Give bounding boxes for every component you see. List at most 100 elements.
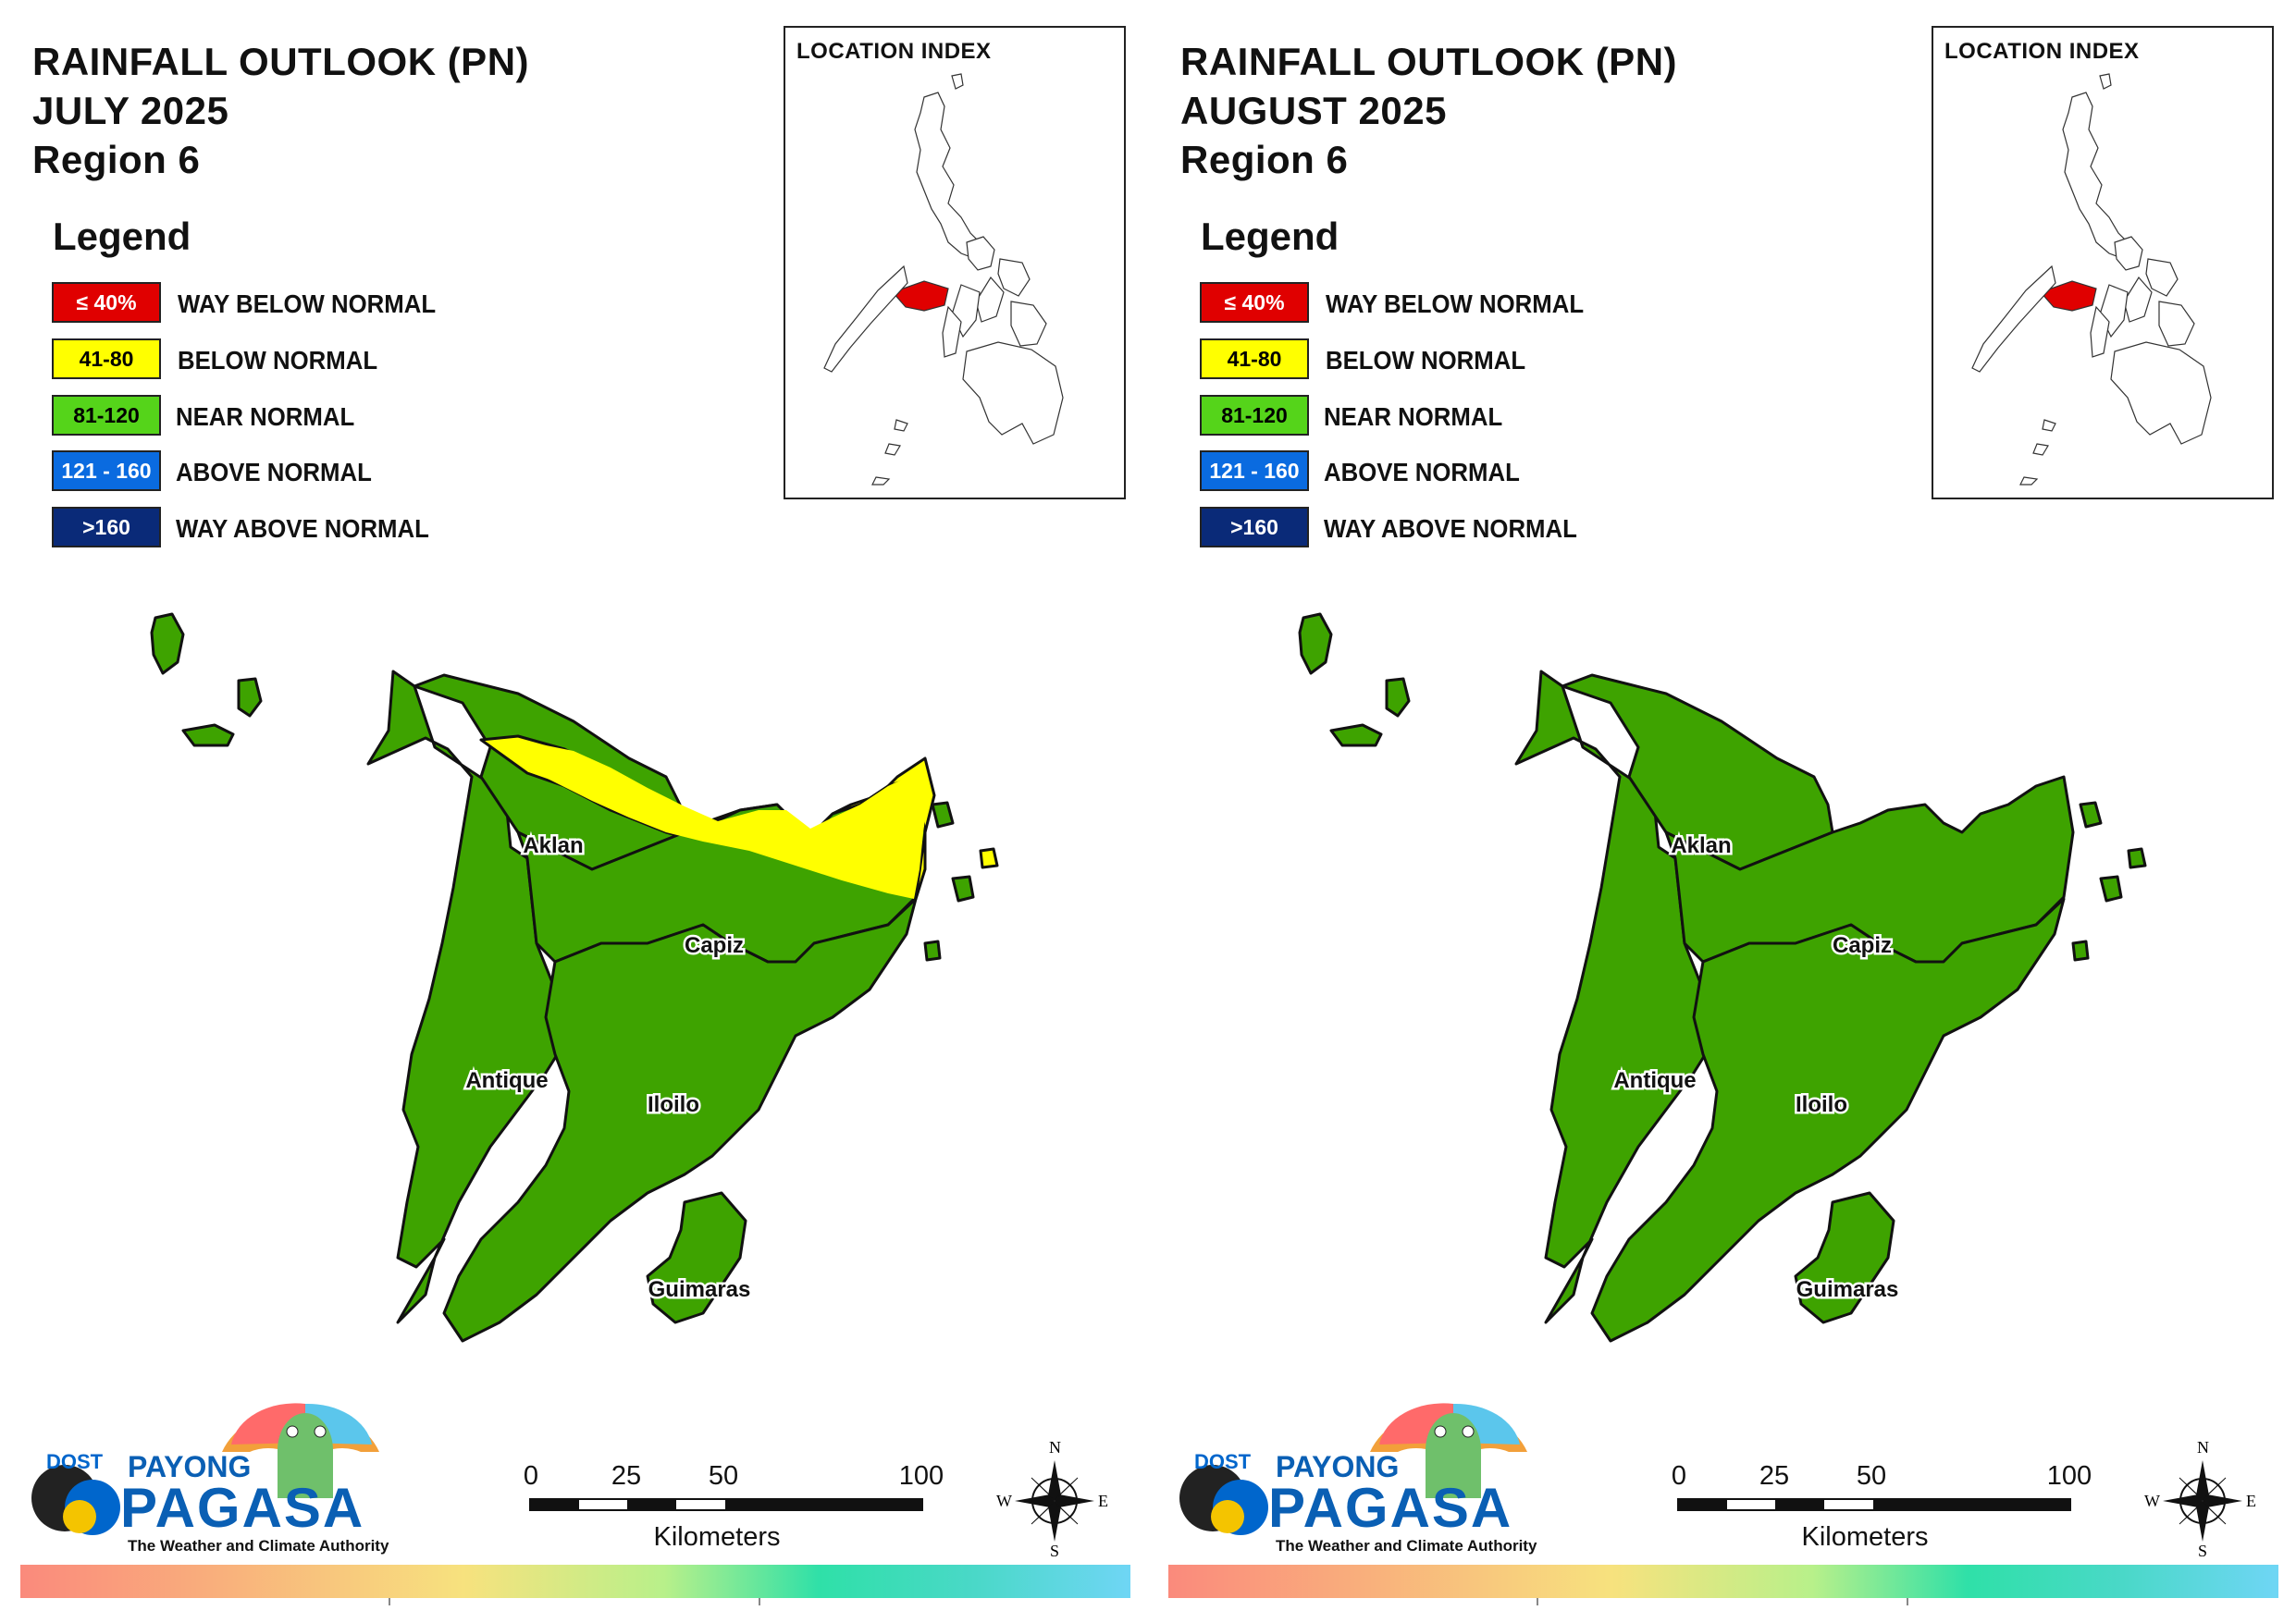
label-iloilo: Iloilo — [1796, 1092, 1847, 1117]
scale-bar: 0 25 50 100 Kilometers — [1666, 1461, 2092, 1572]
strip-tick — [389, 1598, 390, 1605]
payong-pagasa-logo: DOST PAYONG PAGASA The Weather and Clima… — [28, 1387, 398, 1563]
inset-title: LOCATION INDEX — [796, 39, 992, 64]
region6-map: Aklan Capiz Antique Iloilo Guimaras — [1298, 612, 2147, 1343]
legend-item-near: 81-120 NEAR NORMAL — [52, 395, 459, 439]
island-north-2 — [237, 677, 263, 718]
label-aklan: Aklan — [1671, 833, 1731, 858]
map-title: RAINFALL OUTLOOK (PN) AUGUST 2025 Region… — [1180, 37, 1677, 184]
scale-tick-label: 50 — [1856, 1461, 1887, 1491]
island-east-3 — [2127, 847, 2147, 869]
legend-label: WAY ABOVE NORMAL — [176, 514, 429, 543]
decorative-gradient-strip — [1168, 1565, 2278, 1598]
island-east-3 — [979, 847, 999, 869]
legend-item-way-below: ≤ 40% WAY BELOW NORMAL — [1200, 282, 1607, 326]
title-region: Region 6 — [32, 138, 201, 181]
brand-dost: DOST — [46, 1450, 104, 1473]
legend-item-way-above: >160 WAY ABOVE NORMAL — [1200, 507, 1607, 551]
label-guimaras: Guimaras — [648, 1277, 751, 1302]
scale-tick-label: 100 — [898, 1461, 944, 1491]
province-iloilo — [442, 897, 918, 1343]
outlook-panel-july: RAINFALL OUTLOOK (PN) JULY 2025 Region 6… — [20, 26, 1130, 1605]
compass-e: E — [1098, 1492, 1108, 1510]
legend-swatch: ≤ 40% — [1200, 282, 1309, 323]
title-month: JULY 2025 — [32, 89, 229, 132]
legend-item-above: 121 - 160 ABOVE NORMAL — [1200, 450, 1607, 495]
umbrella-icon — [31, 1403, 379, 1535]
location-index-inset: LOCATION INDEX — [1932, 26, 2274, 499]
island-east-2 — [931, 801, 955, 829]
scale-bar-graphic — [529, 1498, 923, 1511]
legend-swatch: 81-120 — [52, 395, 161, 436]
decorative-gradient-strip — [20, 1565, 1130, 1598]
scale-tick-label: 25 — [1759, 1461, 1790, 1491]
label-antique: Antique — [465, 1068, 548, 1093]
compass-rose-icon — [1015, 1460, 1094, 1542]
label-aklan: Aklan — [523, 833, 583, 858]
island-east-4 — [923, 940, 942, 962]
label-iloilo: Iloilo — [648, 1092, 699, 1117]
brand-tagline: The Weather and Climate Authority — [1276, 1537, 1537, 1555]
label-guimaras: Guimaras — [1796, 1277, 1899, 1302]
compass-w: W — [2144, 1492, 2160, 1510]
legend-swatch: 81-120 — [1200, 395, 1309, 436]
legend-swatch: ≤ 40% — [52, 282, 161, 323]
scale-bar-graphic — [1677, 1498, 2071, 1511]
strip-tick — [1907, 1598, 1908, 1605]
philippines-outline — [1971, 73, 2212, 486]
north-arrow: N S E W — [2142, 1438, 2263, 1560]
scale-tick-label: 50 — [708, 1461, 739, 1491]
payong-pagasa-logo: DOST PAYONG PAGASA The Weather and Clima… — [1176, 1387, 1546, 1563]
label-capiz: Capiz — [1833, 933, 1892, 958]
brand-dost: DOST — [1194, 1450, 1252, 1473]
outlook-panel-august: RAINFALL OUTLOOK (PN) AUGUST 2025 Region… — [1148, 0, 2296, 1623]
brand-pagasa: PAGASA — [120, 1477, 365, 1539]
legend-label: WAY BELOW NORMAL — [178, 289, 437, 318]
island-north-2 — [1385, 677, 1411, 718]
brand-payong: PAYONG — [128, 1450, 252, 1483]
title-region: Region 6 — [1180, 138, 1349, 181]
province-guimaras — [1794, 1191, 1895, 1324]
umbrella-icon — [1179, 1403, 1527, 1535]
compass-e: E — [2246, 1492, 2256, 1510]
province-aklan — [1561, 673, 1834, 871]
scale-unit: Kilometers — [653, 1522, 781, 1552]
brand-pagasa: PAGASA — [1268, 1477, 1513, 1539]
scale-tick-label: 0 — [1671, 1461, 1687, 1491]
brand-payong: PAYONG — [1276, 1450, 1400, 1483]
label-antique: Antique — [1613, 1068, 1696, 1093]
legend-item-below: 41-80 BELOW NORMAL — [1200, 338, 1607, 383]
scale-unit: Kilometers — [1801, 1522, 1929, 1552]
strip-tick — [759, 1598, 760, 1605]
scale-tick-label: 25 — [611, 1461, 642, 1491]
philippines-outline — [823, 73, 1064, 486]
legend-swatch: 41-80 — [1200, 338, 1309, 379]
title-product: RAINFALL OUTLOOK (PN) — [1180, 40, 1678, 83]
island-north-1 — [1298, 612, 1333, 675]
scale-tick-label: 100 — [2046, 1461, 2092, 1491]
scale-bar: 0 25 50 100 Kilometers — [518, 1461, 944, 1572]
island-east-1 — [2099, 875, 2123, 903]
compass-n: N — [2197, 1438, 2209, 1457]
strip-tick — [1537, 1598, 1538, 1605]
legend-swatch: >160 — [52, 507, 161, 547]
legend-item-way-above: >160 WAY ABOVE NORMAL — [52, 507, 459, 551]
legend-swatch: 41-80 — [52, 338, 161, 379]
location-index-inset: LOCATION INDEX — [784, 26, 1126, 499]
inset-title: LOCATION INDEX — [1944, 39, 2140, 64]
region6-map: Aklan Capiz Antique Iloilo Guimaras — [150, 612, 999, 1343]
legend-heading: Legend — [1201, 215, 1339, 258]
legend-swatch: >160 — [1200, 507, 1309, 547]
legend-label: WAY BELOW NORMAL — [1326, 289, 1585, 318]
island-east-2 — [2079, 801, 2103, 829]
scale-tick-label: 0 — [523, 1461, 539, 1491]
legend-label: WAY ABOVE NORMAL — [1324, 514, 1577, 543]
legend-item-near: 81-120 NEAR NORMAL — [1200, 395, 1607, 439]
legend-label: ABOVE NORMAL — [1324, 458, 1520, 486]
legend-label: BELOW NORMAL — [1326, 346, 1526, 375]
legend-label: NEAR NORMAL — [176, 402, 355, 431]
legend-heading: Legend — [53, 215, 191, 258]
province-iloilo — [1590, 897, 2066, 1343]
legend-item-way-below: ≤ 40% WAY BELOW NORMAL — [52, 282, 459, 326]
compass-rose-icon — [2163, 1460, 2242, 1542]
